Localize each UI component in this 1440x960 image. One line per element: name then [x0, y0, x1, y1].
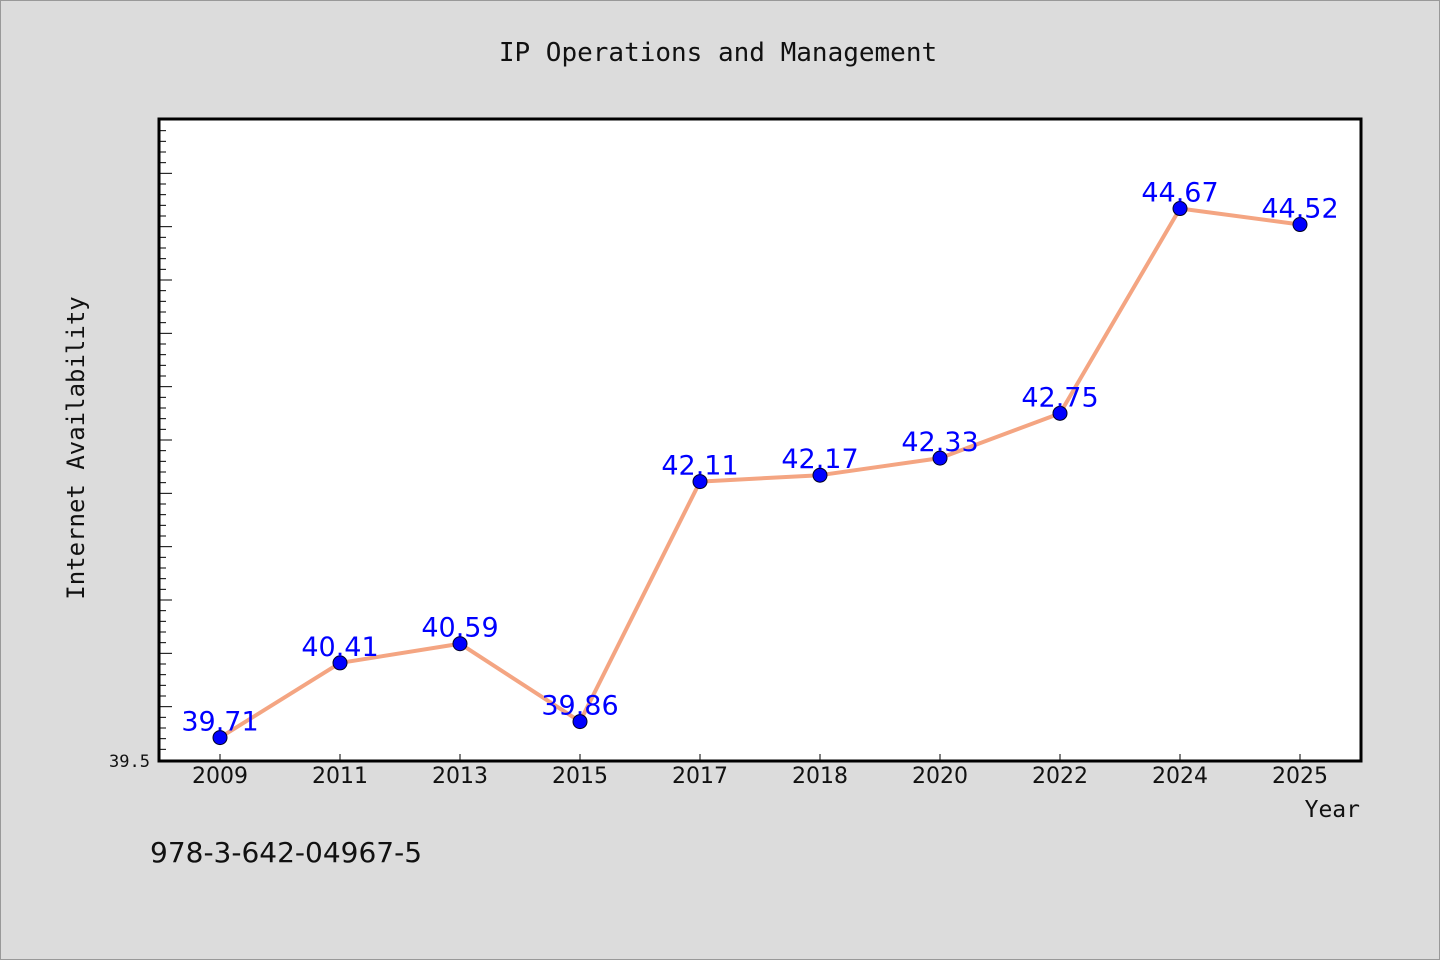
data-point-2015 — [572, 714, 588, 730]
y-tick-label: 39.5 — [109, 752, 150, 772]
x-tick-label-2025: 2025 — [1272, 764, 1328, 789]
x-tick-label-2022: 2022 — [1032, 764, 1088, 789]
data-point-2018 — [812, 467, 828, 483]
data-label-2022: 42.75 — [1021, 382, 1098, 413]
series-lines — [218, 206, 1302, 740]
data-label-2017: 42.11 — [661, 451, 738, 482]
data-label-2009: 39.71 — [181, 707, 258, 738]
x-tick-label-2018: 2018 — [792, 764, 848, 789]
x-tick-labels: 2009 2011 2013 2015 2017 2018 2020 2022 2024 2025 — [192, 764, 1328, 789]
data-label-2018: 42.17 — [781, 444, 858, 475]
y-axis-ticks — [160, 119, 172, 761]
data-point-2009 — [212, 730, 228, 746]
y-axis-label: Internet Availability — [62, 296, 90, 599]
data-point-2020 — [932, 450, 948, 466]
data-point-2017 — [692, 474, 708, 490]
data-label-2020: 42.33 — [901, 427, 978, 458]
data-label-2011: 40.41 — [301, 632, 378, 663]
x-tick-label-2009: 2009 — [192, 764, 248, 789]
x-axis-label: Year — [1305, 797, 1360, 823]
data-label-2025: 44.52 — [1261, 194, 1338, 225]
plot-area — [157, 117, 1363, 763]
data-point-2024 — [1172, 201, 1188, 217]
x-tick-label-2020: 2020 — [912, 764, 968, 789]
x-tick-label-2011: 2011 — [312, 764, 368, 789]
x-tick-label-2013: 2013 — [432, 764, 488, 789]
data-point-2022 — [1052, 405, 1068, 421]
data-label-2024: 44.67 — [1141, 178, 1218, 209]
isbn-text: 978-3-642-04967-5 — [150, 836, 422, 869]
data-label-2013: 40.59 — [421, 613, 498, 644]
data-point-2011 — [332, 655, 348, 671]
data-point-2013 — [452, 636, 468, 652]
x-tick-label-2024: 2024 — [1152, 764, 1208, 789]
x-tick-label-2015: 2015 — [552, 764, 608, 789]
x-tick-label-2017: 2017 — [672, 764, 728, 789]
data-point-2025 — [1292, 217, 1308, 233]
series-line-1 — [218, 206, 1302, 740]
data-labels: 39.71 40.41 40.59 39.86 42.11 42.17 42.33 42.75… — [181, 178, 1338, 738]
x-axis-ticks — [219, 754, 1301, 760]
data-label-2015: 39.86 — [541, 691, 618, 722]
chart-title: IP Operations and Management — [499, 38, 937, 68]
data-markers — [212, 201, 1308, 746]
